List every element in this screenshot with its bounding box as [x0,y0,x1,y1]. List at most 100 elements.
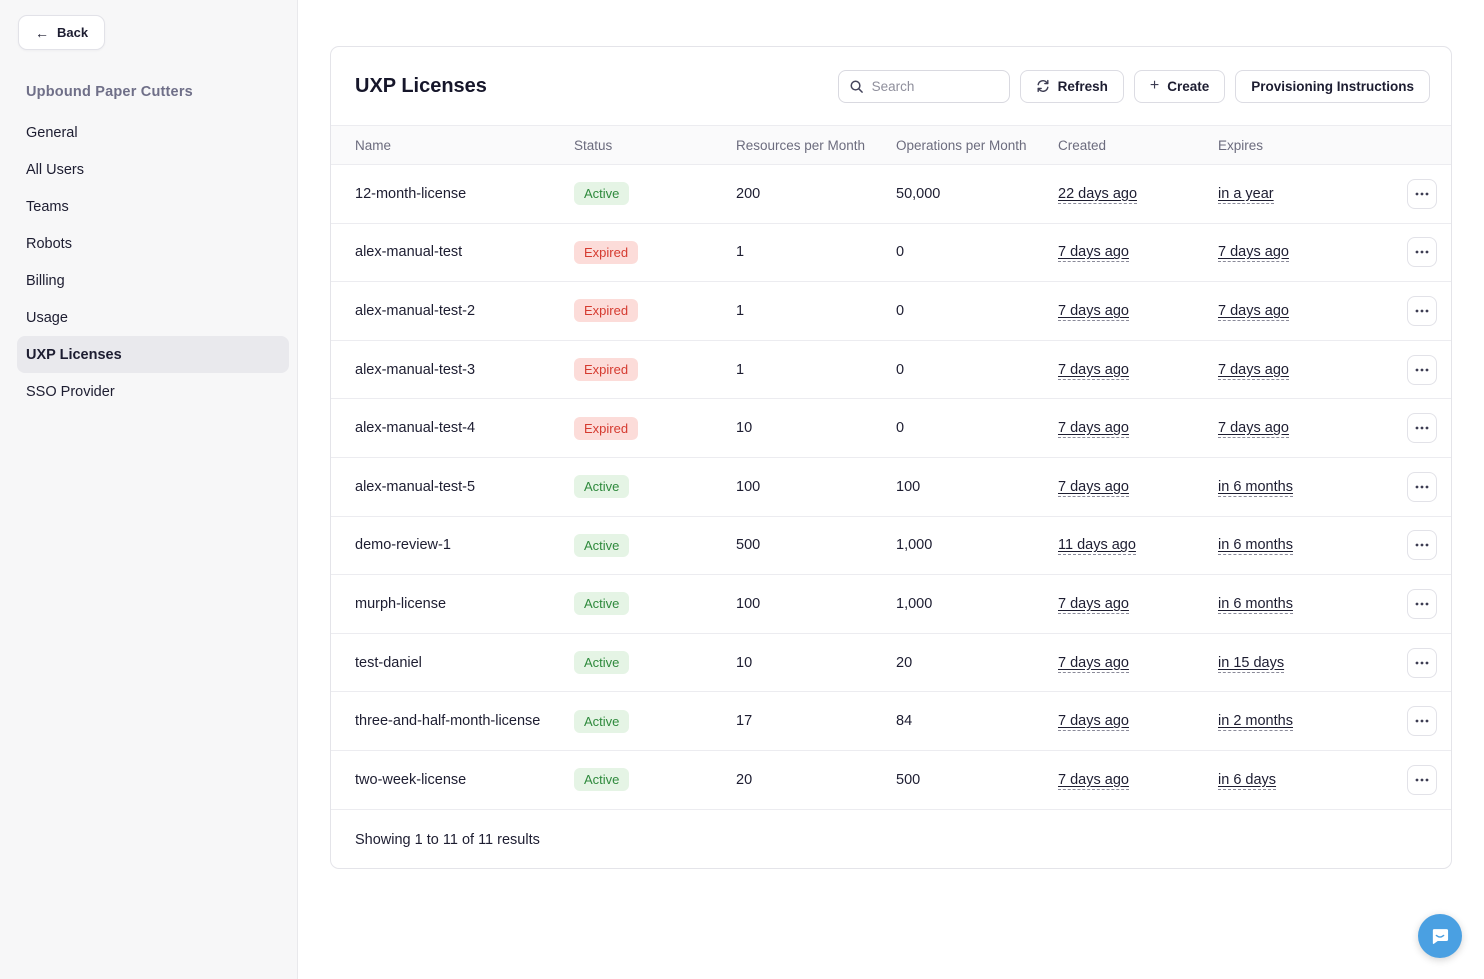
row-menu-button[interactable] [1407,706,1437,737]
resources-cell: 17 [736,713,753,730]
row-menu-button[interactable] [1407,471,1437,502]
row-menu-button[interactable] [1407,295,1437,326]
resources-cell: 200 [736,185,761,202]
operations-cell: 0 [896,420,905,437]
row-menu-button[interactable] [1407,413,1437,444]
table-row: alex-manual-test-2 Expired 1 0 7 days ag… [331,282,1451,341]
created-cell[interactable]: 22 days ago [1058,185,1138,204]
table-row: test-daniel Active 10 20 7 days ago in 1… [331,634,1451,693]
expires-cell[interactable]: 7 days ago [1218,302,1289,321]
operations-cell: 100 [896,478,921,495]
sidebar-item-all-users[interactable]: All Users [17,151,289,188]
expires-cell[interactable]: 7 days ago [1218,361,1289,380]
row-menu-button[interactable] [1407,764,1437,795]
table-row: alex-manual-test-5 Active 100 100 7 days… [331,458,1451,517]
operations-cell: 1,000 [896,595,933,612]
resources-cell: 10 [736,420,753,437]
created-cell[interactable]: 7 days ago [1058,420,1129,439]
table-body: 12-month-license Active 200 50,000 22 da… [331,165,1451,810]
created-cell[interactable]: 7 days ago [1058,361,1129,380]
sidebar-item-robots[interactable]: Robots [17,225,289,262]
table-row: three-and-half-month-license Active 17 8… [331,692,1451,751]
license-name: two-week-license [355,771,467,788]
created-cell[interactable]: 7 days ago [1058,478,1129,497]
ellipsis-icon [1415,250,1429,254]
expires-cell[interactable]: in 6 months [1218,537,1293,556]
table-row: murph-license Active 100 1,000 7 days ag… [331,575,1451,634]
license-name: alex-manual-test-5 [355,478,476,495]
sidebar-item-teams[interactable]: Teams [17,188,289,225]
row-menu-button[interactable] [1407,354,1437,385]
uxp-licenses-card: UXP Licenses Refresh [330,46,1452,869]
resources-cell: 20 [736,771,753,788]
ellipsis-icon [1415,719,1429,723]
created-cell[interactable]: 7 days ago [1058,595,1129,614]
back-button[interactable]: ← Back [18,15,106,50]
sidebar-item-uxp-licenses[interactable]: UXP Licenses [17,336,289,373]
created-cell[interactable]: 7 days ago [1058,244,1129,263]
operations-cell: 0 [896,361,905,378]
ellipsis-icon [1415,778,1429,782]
column-header-name: Name [355,137,392,153]
column-header-resources: Resources per Month [736,137,866,153]
expires-cell[interactable]: in 15 days [1218,654,1285,673]
chat-launcher-button[interactable] [1418,914,1462,958]
sidebar-item-label: All Users [26,161,85,178]
expires-cell[interactable]: 7 days ago [1218,420,1289,439]
plus-icon: + [1149,77,1160,94]
sidebar-item-billing[interactable]: Billing [17,262,289,299]
expires-cell[interactable]: in 2 months [1218,713,1293,732]
provisioning-instructions-label: Provisioning Instructions [1251,78,1414,94]
expires-cell[interactable]: in 6 months [1218,478,1293,497]
created-cell[interactable]: 7 days ago [1058,771,1129,790]
refresh-button[interactable]: Refresh [1019,69,1124,103]
row-menu-button[interactable] [1407,530,1437,561]
status-badge: Active [574,651,630,675]
license-name: demo-review-1 [355,537,451,554]
row-menu-button[interactable] [1407,237,1437,268]
resources-cell: 100 [736,595,761,612]
sidebar-item-general[interactable]: General [17,114,289,151]
create-button-label: Create [1167,78,1210,94]
ellipsis-icon [1415,309,1429,313]
column-header-operations: Operations per Month [896,137,1027,153]
sidebar: ← Back Upbound Paper Cutters General All… [0,0,298,979]
column-header-expires: Expires [1218,137,1264,153]
resources-cell: 1 [736,244,745,261]
operations-cell: 0 [896,302,905,319]
row-menu-button[interactable] [1407,647,1437,678]
operations-cell: 50,000 [896,185,941,202]
expires-cell[interactable]: in 6 months [1218,595,1293,614]
expires-cell[interactable]: in 6 days [1218,771,1277,790]
created-cell[interactable]: 7 days ago [1058,302,1129,321]
sidebar-item-label: General [26,124,78,141]
results-summary: Showing 1 to 11 of 11 results [355,831,540,848]
row-menu-button[interactable] [1407,588,1437,619]
created-cell[interactable]: 7 days ago [1058,713,1129,732]
status-badge: Active [574,475,630,499]
ellipsis-icon [1415,426,1429,430]
status-badge: Active [574,533,630,557]
sidebar-item-label: Teams [26,198,69,215]
search-icon [850,80,863,93]
status-badge: Expired [574,299,639,323]
search-input[interactable] [871,78,999,94]
resources-cell: 100 [736,478,761,495]
expires-cell[interactable]: in a year [1218,185,1274,204]
back-button-label: Back [57,25,89,40]
created-cell[interactable]: 11 days ago [1058,537,1136,556]
chat-bubble-icon [1432,929,1449,944]
provisioning-instructions-button[interactable]: Provisioning Instructions [1235,69,1430,103]
sidebar-item-usage[interactable]: Usage [17,299,289,336]
ellipsis-icon [1415,368,1429,371]
row-menu-button[interactable] [1407,178,1437,209]
license-name: three-and-half-month-license [355,713,541,730]
create-button[interactable]: + Create [1133,69,1226,103]
expires-cell[interactable]: 7 days ago [1218,244,1289,263]
table-row: two-week-license Active 20 500 7 days ag… [331,751,1451,810]
search-box[interactable] [837,69,1010,103]
resources-cell: 500 [736,537,761,554]
created-cell[interactable]: 7 days ago [1058,654,1129,673]
resources-cell: 1 [736,361,745,378]
sidebar-item-sso-provider[interactable]: SSO Provider [17,373,289,410]
